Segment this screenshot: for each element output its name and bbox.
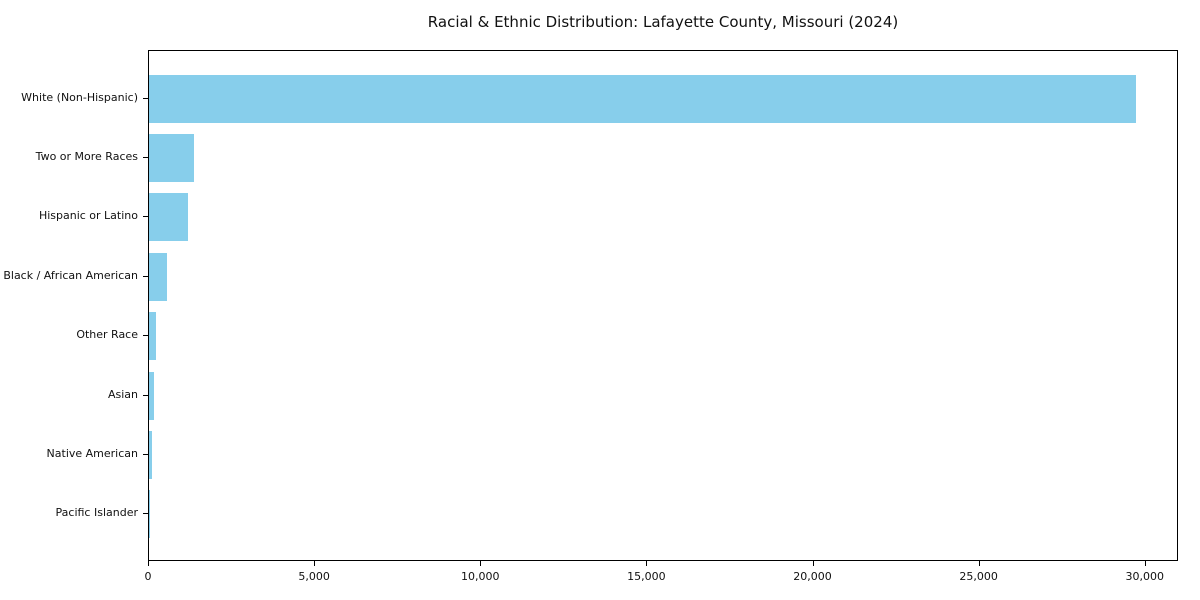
x-tick-label: 5,000 (298, 570, 330, 583)
x-tick-label: 10,000 (461, 570, 500, 583)
category-label-asian: Asian (107, 387, 138, 401)
x-tick-mark (646, 561, 648, 566)
bar-two-or-more-races (149, 134, 194, 183)
bar-asian (149, 371, 154, 420)
x-tick-label: 0 (144, 570, 152, 583)
y-axis-labels: White (Non-Hispanic) Two or More Races His… (0, 50, 138, 561)
y-tick-mark (143, 335, 148, 337)
category-label-pacific-islander: Pacific Islander (55, 506, 138, 520)
x-tick-mark (480, 561, 482, 566)
x-tick-label: 30,000 (1125, 570, 1165, 583)
category-label-white-non-hispanic: White (Non-Hispanic) (21, 90, 138, 104)
x-tick-mark (314, 561, 316, 566)
x-tick-label: 25,000 (959, 570, 998, 583)
y-tick-mark (143, 453, 148, 455)
bar-white-non-hispanic (149, 74, 1136, 123)
x-tick-label: 20,000 (793, 570, 832, 583)
y-tick-mark (143, 275, 148, 277)
x-tick-mark (1144, 561, 1146, 566)
plot-area (148, 50, 1178, 561)
y-tick-mark (143, 513, 148, 515)
y-tick-mark (143, 216, 148, 218)
category-label-black-african-american: Black / African American (3, 268, 138, 282)
x-tick-label: 15,000 (627, 570, 666, 583)
category-label-other-race: Other Race (76, 328, 138, 342)
category-label-native-american: Native American (46, 446, 138, 460)
chart-title: Racial & Ethnic Distribution: Lafayette … (427, 13, 899, 31)
category-label-two-or-more-races: Two or More Races (35, 150, 138, 164)
y-tick-mark (143, 97, 148, 99)
x-tick-mark (978, 561, 980, 566)
y-tick-mark (143, 394, 148, 396)
bar-hispanic-or-latino (149, 193, 188, 242)
x-tick-mark (812, 561, 814, 566)
category-label-hispanic-or-latino: Hispanic or Latino (38, 209, 138, 223)
y-tick-mark (143, 157, 148, 159)
bar-native-american (149, 430, 152, 479)
x-tick-mark (148, 561, 149, 566)
bar-black-african-american (149, 252, 167, 301)
bar-other-race (149, 312, 157, 361)
